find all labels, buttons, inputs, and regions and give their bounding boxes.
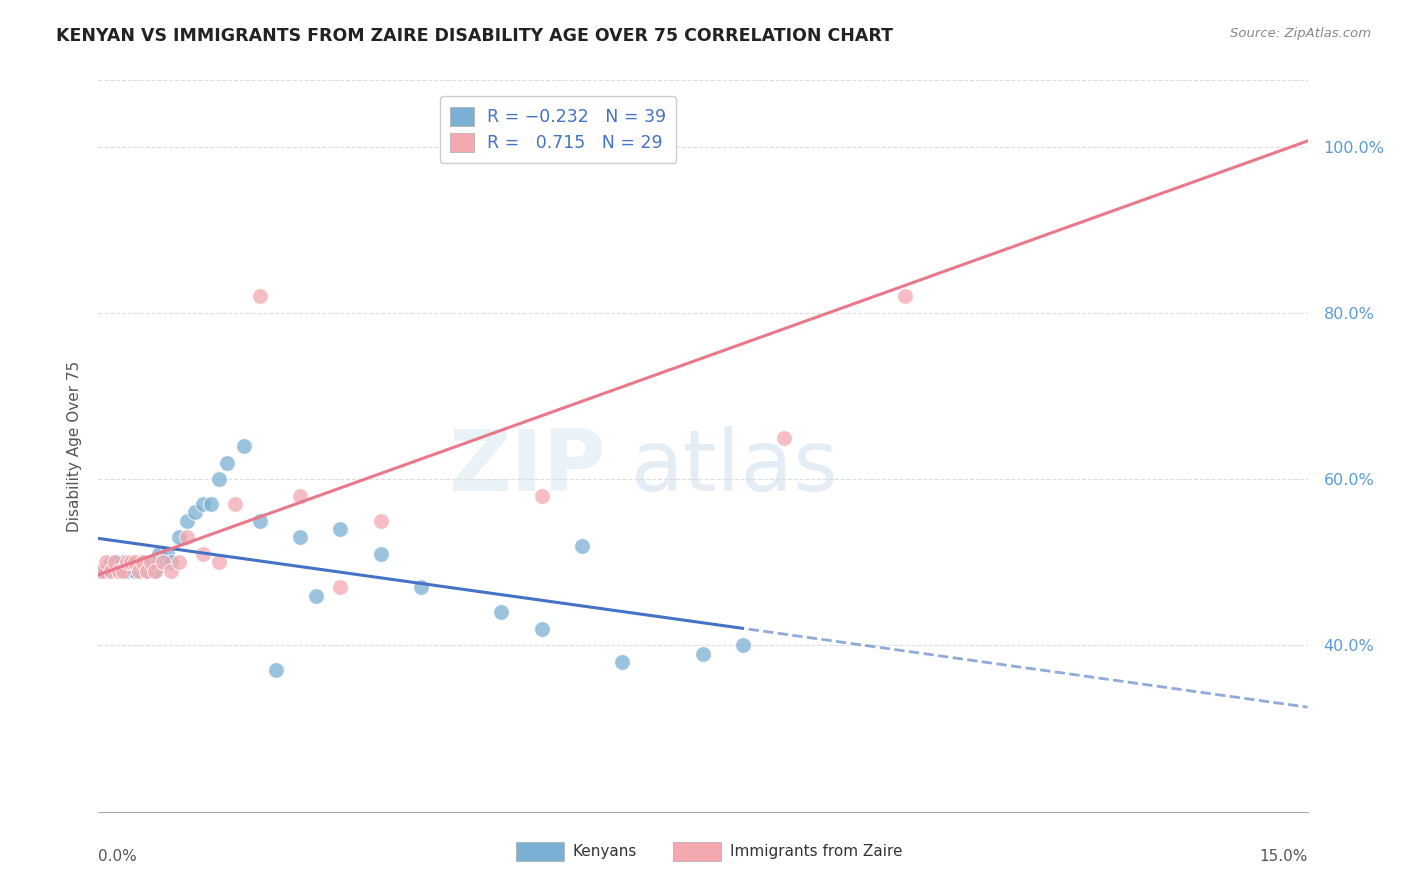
Point	[893, 289, 915, 303]
Point	[176, 530, 198, 544]
Point	[184, 506, 207, 520]
Point	[217, 456, 239, 470]
Text: KENYAN VS IMMIGRANTS FROM ZAIRE DISABILITY AGE OVER 75 CORRELATION CHART: KENYAN VS IMMIGRANTS FROM ZAIRE DISABILI…	[56, 27, 893, 45]
Text: Kenyans: Kenyans	[572, 844, 637, 859]
Point	[160, 555, 183, 569]
Point	[224, 497, 246, 511]
Text: 15.0%: 15.0%	[1260, 849, 1308, 864]
Point	[103, 555, 125, 569]
Point	[329, 522, 352, 536]
Point	[107, 564, 129, 578]
Text: Source: ZipAtlas.com: Source: ZipAtlas.com	[1230, 27, 1371, 40]
Point	[91, 564, 114, 578]
Text: Immigrants from Zaire: Immigrants from Zaire	[730, 844, 903, 859]
Point	[143, 564, 166, 578]
Point	[249, 289, 271, 303]
Point	[120, 555, 142, 569]
FancyBboxPatch shape	[672, 842, 721, 861]
Point	[143, 564, 166, 578]
Point	[160, 564, 183, 578]
Point	[139, 555, 162, 569]
Point	[135, 564, 157, 578]
Point	[264, 664, 287, 678]
Point	[193, 547, 215, 561]
Point	[612, 655, 634, 669]
Point	[176, 514, 198, 528]
Point	[530, 489, 553, 503]
Point	[124, 555, 146, 569]
Text: atlas: atlas	[630, 426, 838, 509]
Point	[491, 605, 513, 619]
Point	[249, 514, 271, 528]
Point	[571, 539, 593, 553]
Point	[132, 555, 155, 569]
Point	[152, 555, 174, 569]
Point	[208, 555, 231, 569]
Point	[288, 530, 311, 544]
Point	[124, 564, 146, 578]
Point	[115, 564, 138, 578]
Point	[409, 580, 432, 594]
Point	[530, 622, 553, 636]
Point	[288, 489, 311, 503]
Point	[152, 555, 174, 569]
Point	[139, 555, 162, 569]
Point	[370, 514, 392, 528]
Point	[733, 639, 755, 653]
Point	[128, 555, 150, 569]
Text: ZIP: ZIP	[449, 426, 606, 509]
Point	[120, 555, 142, 569]
FancyBboxPatch shape	[516, 842, 564, 861]
Point	[692, 647, 714, 661]
Point	[370, 547, 392, 561]
Point	[329, 580, 352, 594]
Point	[96, 564, 118, 578]
Point	[91, 564, 114, 578]
Point	[193, 497, 215, 511]
Point	[107, 564, 129, 578]
Point	[103, 555, 125, 569]
Legend: R = −0.232   N = 39, R =   0.715   N = 29: R = −0.232 N = 39, R = 0.715 N = 29	[440, 96, 676, 162]
Point	[115, 555, 138, 569]
Point	[132, 555, 155, 569]
Point	[96, 555, 118, 569]
Point	[232, 439, 254, 453]
Y-axis label: Disability Age Over 75: Disability Age Over 75	[66, 360, 82, 532]
Point	[111, 564, 134, 578]
Point	[156, 547, 179, 561]
Point	[128, 564, 150, 578]
Point	[100, 555, 122, 569]
Point	[651, 140, 673, 154]
Point	[167, 530, 190, 544]
Point	[167, 555, 190, 569]
Point	[208, 472, 231, 486]
Text: 0.0%: 0.0%	[98, 849, 138, 864]
Point	[772, 431, 794, 445]
Point	[305, 589, 328, 603]
Point	[135, 564, 157, 578]
Point	[111, 555, 134, 569]
Point	[200, 497, 222, 511]
Point	[100, 564, 122, 578]
Point	[148, 547, 170, 561]
